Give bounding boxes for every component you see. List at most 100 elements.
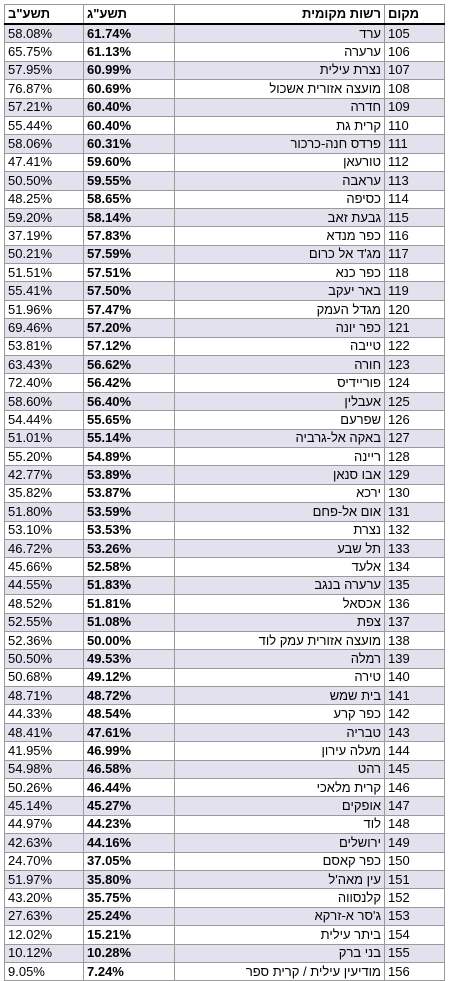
previous-year-cell: 45.66% (4, 557, 84, 577)
table-row: 55.20% 54.89% ריינה 128 (4, 446, 445, 467)
current-year-cell: 57.20% (83, 318, 175, 338)
municipality-cell: אלעד (174, 557, 385, 577)
table-row: 42.63% 44.16% ירושלים 149 (4, 833, 445, 853)
rank-cell: 108 (384, 79, 445, 99)
current-year-cell: 51.08% (83, 612, 175, 632)
current-year-cell: 57.51% (83, 263, 175, 283)
previous-year-cell: 51.96% (4, 299, 84, 320)
previous-year-cell: 58.06% (4, 134, 84, 154)
rank-cell: 138 (384, 630, 445, 651)
table-row: 47.41% 59.60% טורעאן 112 (4, 152, 445, 173)
previous-year-cell: 50.68% (4, 667, 84, 688)
current-year-cell: 56.40% (83, 391, 175, 412)
table-row: 54.98% 46.58% רהט 145 (4, 759, 445, 780)
municipality-cell: אבו סנאן (174, 465, 385, 485)
municipality-cell: כפר קרע (174, 704, 385, 724)
table-row: 65.75% 61.13% ערערה 106 (4, 42, 445, 62)
municipality-cell: חורה (174, 355, 385, 375)
table-row: 58.06% 60.31% פרדס חנה-כרכור 111 (4, 134, 445, 154)
previous-year-cell: 58.08% (4, 23, 84, 44)
table-row: 35.82% 53.87% ירכא 130 (4, 483, 445, 504)
municipality-cell: קרית גת (174, 115, 385, 136)
municipality-cell: עראבה (174, 171, 385, 191)
table-row: 51.01% 55.14% באקה אל-גרביה 127 (4, 428, 445, 448)
rank-cell: 126 (384, 410, 445, 430)
municipality-cell: מודיעין עילית / קרית ספר (174, 961, 385, 981)
municipality-cell: באקה אל-גרביה (174, 428, 385, 448)
previous-year-cell: 48.52% (4, 594, 84, 614)
current-year-cell: 59.60% (83, 152, 175, 173)
rank-cell: 140 (384, 667, 445, 688)
rank-cell: 115 (384, 207, 445, 228)
municipality-cell: לוד (174, 814, 385, 835)
previous-year-cell: 63.43% (4, 355, 84, 375)
previous-year-cell: 59.20% (4, 207, 84, 228)
rank-cell: 144 (384, 741, 445, 761)
municipality-cell: ריינה (174, 446, 385, 467)
current-year-cell: 35.75% (83, 888, 175, 908)
previous-year-cell: 54.98% (4, 759, 84, 780)
previous-year-cell: 51.80% (4, 502, 84, 522)
current-year-cell: 51.81% (83, 594, 175, 614)
rank-cell: 121 (384, 318, 445, 338)
municipality-cell: תל שבע (174, 538, 385, 559)
rank-cell: 106 (384, 42, 445, 62)
municipality-cell: גבעת זאב (174, 207, 385, 228)
rank-cell: 116 (384, 226, 445, 246)
municipality-cell: טייבה (174, 336, 385, 357)
municipality-cell: ערד (174, 23, 385, 44)
municipality-cell: כסיפה (174, 189, 385, 209)
table-row: 76.87% 60.69% מועצה אזורית אשכול 108 (4, 79, 445, 99)
table-row: 51.51% 57.51% כפר כנא 118 (4, 263, 445, 283)
current-year-cell: 56.62% (83, 355, 175, 375)
previous-year-cell: 50.26% (4, 778, 84, 798)
rank-cell: 120 (384, 299, 445, 320)
rank-cell: 151 (384, 869, 445, 890)
previous-year-cell: 35.82% (4, 483, 84, 504)
rank-cell: 156 (384, 961, 445, 981)
municipality-cell: קרית מלאכי (174, 778, 385, 798)
municipality-cell: מעלה עירון (174, 741, 385, 761)
current-year-cell: 47.61% (83, 722, 175, 743)
previous-year-cell: 50.50% (4, 649, 84, 669)
municipality-cell: מגדל העמק (174, 299, 385, 320)
table-row: 50.21% 57.59% מג'ד אל כרום 117 (4, 244, 445, 265)
rank-cell: 149 (384, 833, 445, 853)
previous-year-cell: 48.71% (4, 686, 84, 706)
table-row: 54.44% 55.65% שפרעם 126 (4, 410, 445, 430)
current-year-cell: 53.89% (83, 465, 175, 485)
current-year-cell: 37.05% (83, 851, 175, 871)
previous-year-cell: 41.95% (4, 741, 84, 761)
current-year-cell: 55.14% (83, 428, 175, 448)
rank-cell: 147 (384, 796, 445, 816)
previous-year-cell: 48.41% (4, 722, 84, 743)
previous-year-cell: 27.63% (4, 906, 84, 927)
municipality-cell: נצרת (174, 520, 385, 540)
previous-year-cell: 50.21% (4, 244, 84, 265)
table-row: 44.55% 51.83% ערערה בנגב 135 (4, 575, 445, 596)
current-year-cell: 57.47% (83, 299, 175, 320)
current-year-cell: 45.27% (83, 796, 175, 816)
table-row: 45.66% 52.58% אלעד 134 (4, 557, 445, 577)
previous-year-cell: 55.44% (4, 115, 84, 136)
municipality-cell: כפר כנא (174, 263, 385, 283)
table-row: 53.81% 57.12% טייבה 122 (4, 336, 445, 357)
rank-cell: 127 (384, 428, 445, 448)
current-year-cell: 56.42% (83, 373, 175, 393)
table-row: 48.25% 58.65% כסיפה 114 (4, 189, 445, 209)
municipality-cell: חדרה (174, 97, 385, 117)
current-year-cell: 60.31% (83, 134, 175, 154)
header-row: תשע"ב תשע"ג רשות מקומית מקום (4, 4, 445, 25)
table-row: 58.60% 56.40% אעבלין 125 (4, 391, 445, 412)
previous-year-cell: 44.33% (4, 704, 84, 724)
previous-year-cell: 72.40% (4, 373, 84, 393)
rank-cell: 148 (384, 814, 445, 835)
rank-cell: 154 (384, 925, 445, 945)
current-year-cell: 54.89% (83, 446, 175, 467)
previous-year-cell: 54.44% (4, 410, 84, 430)
previous-year-cell: 47.41% (4, 152, 84, 173)
municipality-cell: אום אל-פחם (174, 502, 385, 522)
current-year-cell: 46.99% (83, 741, 175, 761)
municipality-cell: ירכא (174, 483, 385, 504)
rank-cell: 122 (384, 336, 445, 357)
